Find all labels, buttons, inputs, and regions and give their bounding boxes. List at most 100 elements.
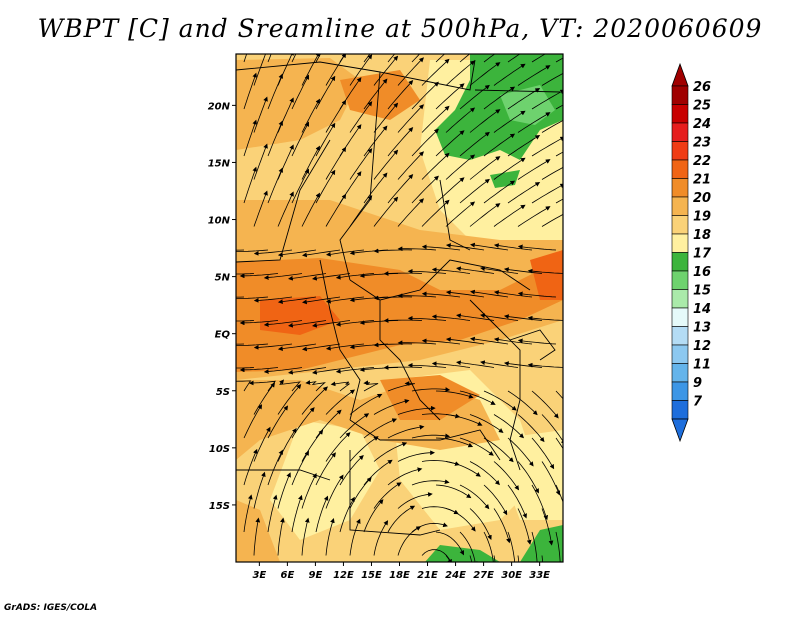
streamline — [277, 383, 302, 415]
streamline — [445, 290, 485, 298]
streamline — [411, 387, 451, 392]
lat-tick-label: 20N — [208, 101, 231, 112]
colorbar-swatch — [671, 122, 689, 142]
streamline — [279, 379, 301, 392]
streamline — [541, 508, 554, 546]
streamline — [253, 343, 293, 350]
streamline — [288, 273, 327, 281]
streamline — [456, 360, 495, 368]
colorbar-swatch — [671, 233, 689, 253]
streamline — [263, 320, 303, 327]
streamline — [315, 75, 336, 110]
colorbar-swatch — [671, 252, 689, 272]
streamline — [397, 492, 433, 509]
streamline — [527, 268, 563, 274]
streamline — [349, 394, 383, 415]
streamline — [387, 424, 425, 439]
colorbar-swatch — [671, 85, 689, 105]
streamline — [248, 380, 276, 392]
streamline — [531, 390, 559, 419]
lat-tick-label: 5S — [216, 387, 230, 398]
streamline — [387, 127, 414, 157]
streamline — [267, 167, 283, 204]
streamline — [277, 144, 294, 180]
streamline — [445, 154, 476, 180]
country-boundaries — [236, 59, 561, 536]
streamline — [445, 201, 476, 227]
streamline — [312, 273, 351, 281]
colorbar-bottom-arrow — [671, 418, 689, 443]
colorbar-label: 25 — [693, 99, 711, 114]
streamline — [469, 62, 501, 86]
streamline — [566, 415, 586, 445]
colorbar-label: 9 — [693, 376, 702, 391]
streamline — [253, 471, 266, 509]
streamline — [459, 54, 471, 63]
colorbar-swatch — [671, 307, 689, 327]
streamline — [325, 343, 365, 351]
streamline — [277, 517, 285, 556]
streamline — [291, 494, 303, 533]
streamline — [312, 320, 351, 328]
streamline — [493, 157, 526, 180]
streamline — [421, 199, 450, 227]
streamline — [373, 295, 413, 301]
map-plot-area — [236, 54, 598, 562]
streamline — [330, 381, 350, 392]
streamline — [411, 128, 439, 157]
streamline — [483, 484, 508, 516]
streamline — [421, 105, 450, 133]
streamline — [459, 178, 490, 204]
streamline — [302, 343, 341, 352]
streamline — [253, 143, 268, 180]
streamline — [480, 360, 519, 368]
colorbar-swatch — [671, 344, 689, 364]
streamline — [397, 198, 424, 227]
streamline — [373, 442, 408, 462]
streamline — [566, 210, 598, 226]
streamline — [253, 249, 293, 256]
lon-tick-label: 15E — [361, 570, 382, 581]
streamline — [507, 484, 527, 519]
streamline — [445, 461, 481, 477]
streamline — [407, 362, 447, 368]
streamline — [253, 517, 261, 556]
streamline — [531, 437, 555, 470]
lon-tick-label: 3E — [252, 570, 266, 581]
streamline — [301, 98, 320, 133]
streamline — [239, 273, 279, 279]
streamline — [301, 386, 328, 415]
colorbar-swatch — [671, 178, 689, 198]
streamline — [301, 473, 317, 509]
streamline — [339, 413, 370, 439]
streamline — [397, 340, 437, 346]
lon-tick-label: 12E — [333, 570, 354, 581]
streamline — [301, 429, 324, 462]
streamline — [267, 73, 283, 110]
streamline — [277, 191, 294, 227]
streamline — [302, 296, 341, 305]
streamline — [243, 72, 257, 110]
streamline — [236, 296, 245, 298]
colorbar: 26 25 24 23 22 21 20 19 18 17 16 15 14 13 12 11 9 7 — [671, 62, 712, 443]
streamline — [315, 54, 321, 63]
streamline — [253, 296, 293, 303]
streamline — [301, 517, 310, 556]
streamline — [566, 163, 598, 179]
streamline — [517, 206, 551, 227]
streamline — [301, 145, 320, 180]
streamline — [411, 479, 450, 486]
streamline — [507, 135, 541, 157]
streamline — [312, 367, 351, 375]
streamline — [373, 520, 389, 556]
lon-tick-label: 33E — [529, 570, 550, 581]
streamline — [363, 380, 379, 392]
streamline — [267, 54, 272, 63]
colorbar-swatch — [671, 381, 689, 401]
streamline — [507, 531, 516, 562]
streamline — [243, 166, 257, 204]
streamline — [531, 136, 563, 157]
streamline — [373, 55, 399, 86]
streamline — [236, 343, 269, 346]
streamline — [301, 192, 320, 227]
